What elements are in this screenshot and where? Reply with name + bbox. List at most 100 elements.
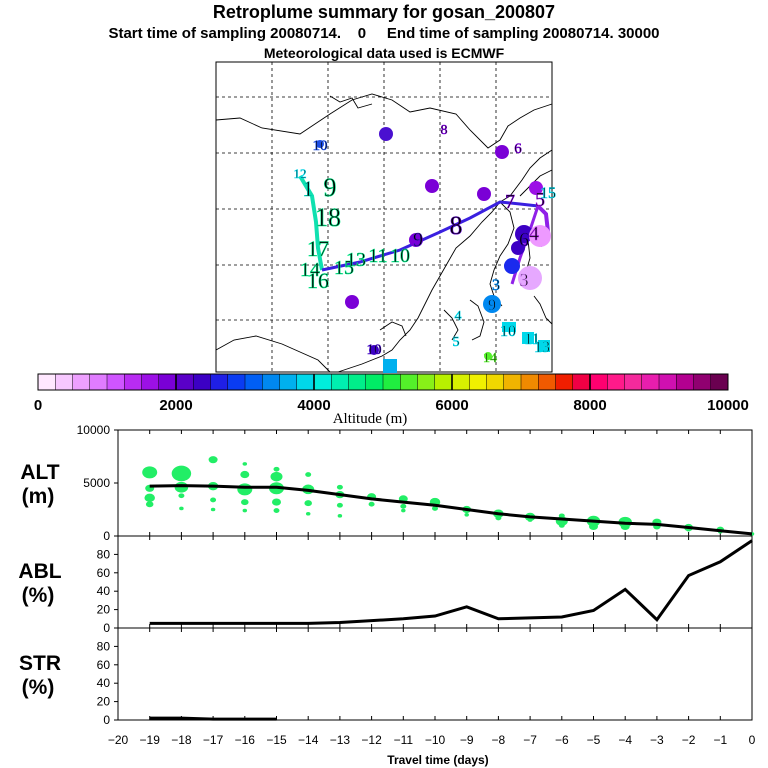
plume-marker — [518, 266, 542, 290]
colorbar-cell — [107, 374, 125, 390]
data-point — [272, 498, 281, 506]
data-point — [432, 506, 438, 511]
plume-marker-square — [383, 359, 397, 373]
plume-day-label: 14 — [483, 351, 497, 366]
data-point — [273, 466, 280, 472]
colorbar-tick-label: 4000 — [297, 397, 330, 414]
colorbar-cell — [710, 374, 729, 390]
colorbar-cell — [227, 374, 246, 390]
plume-day-label: 1 — [303, 176, 314, 201]
plume-day-label: 10 — [390, 245, 410, 267]
panel-abl: 0 20 40 60 80 ABL(%) — [18, 535, 753, 635]
x-tick-label: −5 — [587, 733, 601, 747]
colorbar-tick-label: 0 — [34, 397, 42, 414]
time-series-panels: 0500010000ALT(m)020406080ABL(%)020406080… — [18, 423, 755, 727]
y-tick-label: 60 — [97, 566, 111, 580]
x-tick-label: −9 — [460, 733, 474, 747]
series-line — [149, 539, 753, 625]
data-point — [144, 493, 155, 503]
data-point — [210, 497, 217, 503]
panel-unit: (%) — [22, 676, 55, 699]
coastline — [443, 309, 459, 341]
colorbar-label: Altitude (m) — [333, 411, 408, 427]
x-tick-label: −8 — [492, 733, 506, 747]
panel-unit: (m) — [22, 485, 55, 508]
data-point — [142, 466, 158, 479]
colorbar-cell — [331, 374, 349, 390]
y-tick-label: 80 — [97, 639, 111, 653]
data-point — [464, 513, 469, 517]
panel-alt: 0 5000 10000 ALT(m) — [20, 423, 755, 543]
data-point — [270, 471, 283, 482]
y-tick-label: 20 — [97, 695, 111, 709]
plume-marker — [369, 345, 379, 355]
plume-day-label: 9 — [413, 229, 423, 251]
colorbar-tick-label: 8000 — [573, 397, 606, 414]
plume-marker — [409, 233, 423, 247]
colorbar-cell — [38, 374, 56, 390]
colorbar-cell — [521, 374, 539, 390]
plume-day-label: 10 — [313, 138, 328, 154]
data-point — [304, 500, 312, 507]
plume-day-label: 8 — [450, 211, 463, 240]
colorbar-cell — [486, 374, 505, 390]
colorbar-cell — [538, 374, 556, 390]
data-point — [558, 523, 565, 528]
y-tick-label: 5000 — [83, 476, 110, 490]
plume-day-label: 13 — [346, 249, 366, 271]
x-tick-label: −12 — [361, 733, 382, 747]
plume-day-label: 4 — [529, 223, 539, 245]
plume-marker — [425, 179, 439, 193]
plume-marker — [511, 241, 525, 255]
colorbar-cell — [555, 374, 574, 390]
y-tick-label: 0 — [103, 529, 110, 543]
colorbar-cell — [641, 374, 660, 390]
colorbar-cell — [383, 374, 401, 390]
coastline — [337, 149, 553, 373]
plume-day-label: 7 — [505, 191, 515, 213]
colorbar-cell — [469, 374, 487, 390]
plume-track-centerline — [321, 200, 539, 272]
coastline — [329, 95, 373, 109]
altitude-colorbar: 0 2000 4000 6000 8000 10000 — [34, 373, 749, 414]
colorbar-cell — [503, 374, 522, 390]
data-point — [208, 456, 218, 464]
panel-label: STR — [19, 652, 61, 675]
colorbar-cell — [193, 374, 211, 390]
colorbar-tick-label: 6000 — [435, 397, 468, 414]
plume-day-label: 3 — [492, 277, 500, 294]
plume-marker — [345, 295, 359, 309]
plume-day-label: 5 — [453, 335, 460, 350]
y-tick-label: 40 — [97, 584, 111, 598]
x-tick-label: −19 — [140, 733, 161, 747]
plume-day-label: 9 — [488, 297, 496, 314]
series-line — [149, 484, 753, 536]
plume-day-label: 12 — [294, 166, 307, 181]
data-point — [337, 514, 343, 518]
plume-day-label: 15 — [540, 185, 556, 202]
plume-day-label: 13 — [534, 339, 550, 356]
colorbar-cell — [176, 374, 194, 390]
colorbar-cell — [210, 374, 229, 390]
y-tick-label: 0 — [103, 713, 110, 727]
plume-marker-square — [522, 332, 534, 344]
data-point — [241, 499, 249, 506]
plume-day-label: 6 — [519, 229, 529, 251]
data-point — [336, 484, 343, 490]
panel-frame — [117, 535, 753, 629]
data-point — [179, 506, 184, 511]
coastline — [489, 201, 515, 307]
x-tick-label: −2 — [682, 733, 696, 747]
plume-marker — [504, 258, 520, 274]
map-gridlines — [216, 62, 552, 372]
panel-str: 0 20 40 60 80 STR(%) — [19, 627, 753, 727]
data-point — [401, 508, 406, 513]
colorbar-cell — [676, 374, 694, 390]
colorbar-cell — [659, 374, 677, 390]
plume-day-label: 14 — [300, 259, 320, 281]
panel-unit: (%) — [22, 584, 55, 607]
data-point — [368, 501, 375, 507]
coastline — [469, 299, 485, 341]
